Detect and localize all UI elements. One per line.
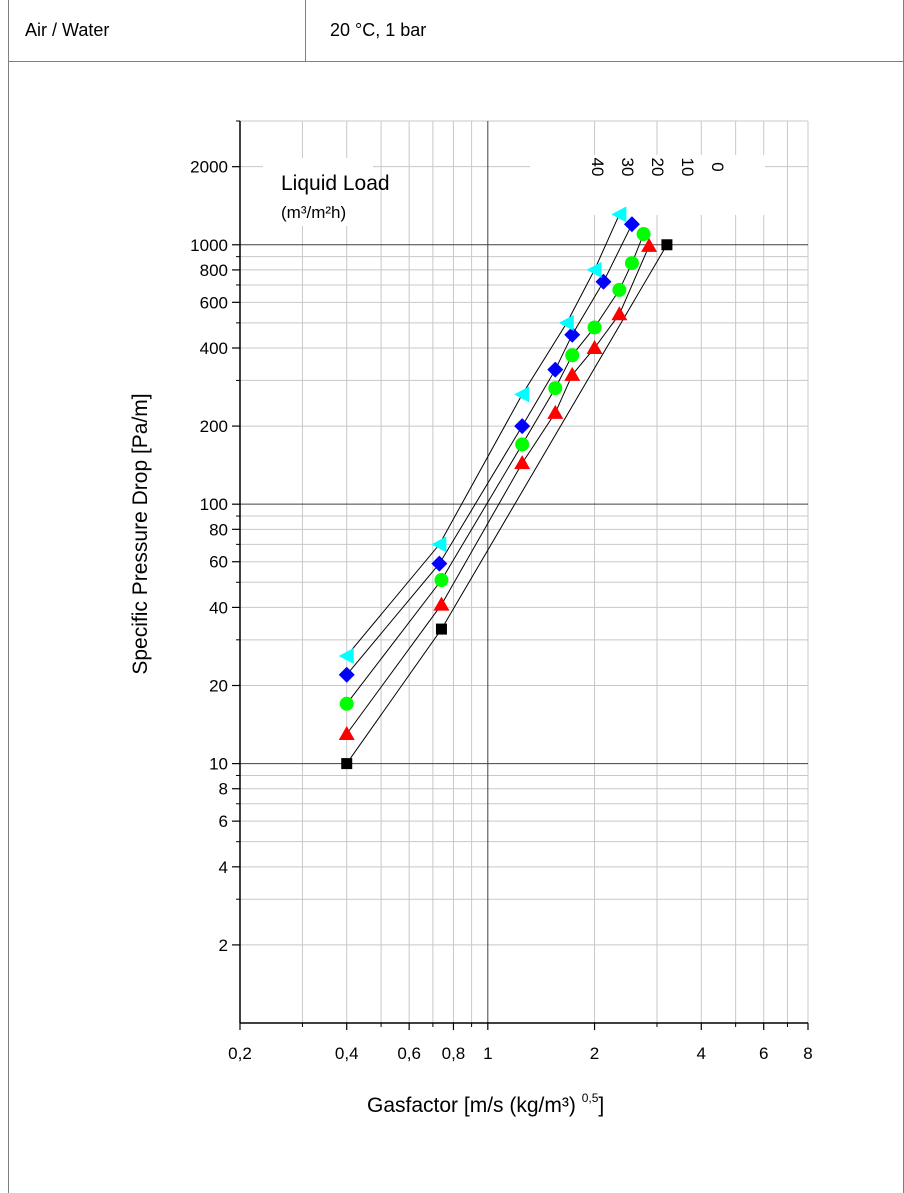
data-point-0 [341, 758, 353, 770]
y-tick-label: 80 [209, 520, 228, 539]
x-tick-label: 4 [697, 1044, 706, 1063]
y-tick-label: 1000 [190, 236, 228, 255]
x-tick-label: 0,4 [335, 1044, 359, 1063]
y-tick-label: 200 [200, 417, 228, 436]
legend-unit: (m³/m²h) [281, 203, 346, 222]
x-axis-label-exp: 0,5 [582, 1091, 599, 1105]
y-tick-label: 60 [209, 553, 228, 572]
x-tick-label: 2 [590, 1044, 599, 1063]
x-axis-label-end: ] [598, 1094, 604, 1117]
data-point-10 [564, 366, 581, 381]
axes: 24681020406080100200400600800100020000,2… [190, 120, 813, 1063]
medium-cell: Air / Water [9, 0, 306, 61]
x-tick-label: 8 [803, 1044, 812, 1063]
data-point-0 [661, 239, 673, 251]
data-point-10 [641, 237, 658, 252]
legend: Liquid Load (m³/m²h) 40 30 20 10 0 [263, 155, 765, 226]
data-point-10 [338, 726, 355, 741]
y-tick-label: 40 [209, 598, 228, 617]
y-tick-label: 10 [209, 755, 228, 774]
data-point-40 [586, 261, 602, 278]
data-point-30 [514, 418, 531, 435]
x-tick-label: 6 [759, 1044, 768, 1063]
y-tick-label: 8 [219, 780, 228, 799]
y-tick-label: 100 [200, 495, 228, 514]
data-point-30 [623, 216, 640, 233]
data-point-20 [339, 696, 354, 711]
data-point-40 [431, 536, 447, 553]
data-point-20 [548, 381, 563, 396]
legend-entry-10: 10 [678, 158, 697, 177]
series-line-10 [346, 245, 650, 735]
legend-entry-40: 40 [588, 158, 607, 177]
data-point-10 [514, 455, 531, 470]
legend-entry-0: 0 [708, 162, 727, 171]
x-axis-label: Gasfactor [m/s (kg/m³) 0,5] [367, 1091, 604, 1117]
data-point-20 [515, 437, 530, 452]
data-point-30 [595, 273, 612, 290]
legend-entry-20: 20 [648, 158, 667, 177]
data-point-40 [338, 647, 354, 664]
data-point-40 [611, 206, 627, 223]
data-point-30 [431, 555, 448, 572]
legend-entry-30: 30 [618, 158, 637, 177]
series-markers [338, 206, 673, 770]
x-tick-label: 1 [483, 1044, 492, 1063]
data-point-30 [338, 666, 355, 683]
legend-labels-box [530, 155, 765, 215]
data-point-0 [435, 623, 447, 635]
data-point-20 [587, 320, 602, 335]
series-line-40 [346, 214, 620, 657]
y-tick-label: 800 [200, 261, 228, 280]
y-tick-label: 4 [219, 858, 228, 877]
conditions-cell: 20 °C, 1 bar [330, 20, 427, 40]
data-point-20 [565, 348, 580, 363]
legend-title: Liquid Load [281, 172, 390, 195]
header-table: Air / Water 20 °C, 1 bar [8, 0, 904, 62]
y-tick-label: 2 [219, 936, 228, 955]
data-point-20 [434, 573, 449, 588]
data-point-40 [558, 314, 574, 331]
data-point-30 [564, 326, 581, 343]
y-tick-label: 20 [209, 676, 228, 695]
data-point-20 [612, 282, 627, 297]
data-point-10 [547, 404, 564, 419]
y-tick-label: 400 [200, 339, 228, 358]
x-axis-label-main: Gasfactor [m/s (kg/m³) [367, 1094, 582, 1117]
series-line-20 [346, 233, 645, 705]
y-tick-label: 600 [200, 293, 228, 312]
data-point-10 [433, 596, 450, 611]
x-tick-label: 0,8 [442, 1044, 466, 1063]
x-tick-label: 0,2 [228, 1044, 252, 1063]
y-axis-label: Specific Pressure Drop [Pa/m] [129, 393, 152, 674]
data-point-40 [514, 386, 530, 403]
data-point-30 [547, 361, 564, 378]
legend-box [263, 158, 373, 226]
grid [240, 120, 809, 1023]
data-point-10 [586, 339, 603, 354]
data-point-20 [636, 227, 651, 242]
data-point-20 [624, 256, 639, 271]
x-tick-label: 0,6 [397, 1044, 421, 1063]
y-tick-label: 2000 [190, 158, 228, 177]
data-point-10 [611, 306, 628, 321]
y-tick-label: 6 [219, 812, 228, 831]
